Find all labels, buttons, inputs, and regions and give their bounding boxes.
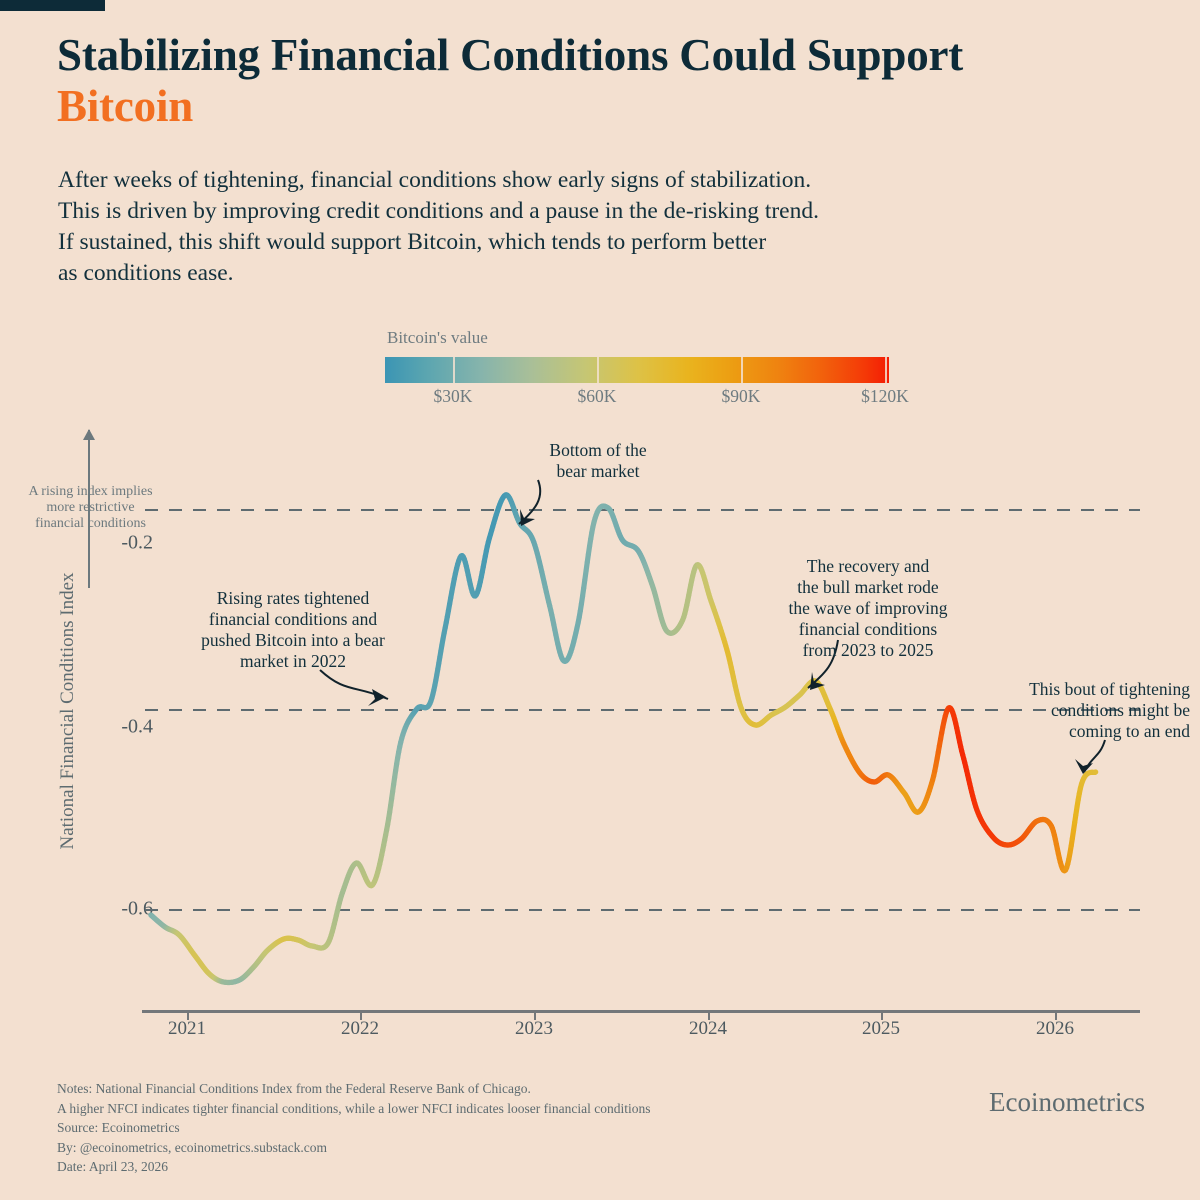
bitcoin-value-colorbar (385, 357, 889, 383)
x-tick-label-2026: 2026 (1036, 1018, 1074, 1039)
colorbar-tick-1 (453, 357, 455, 383)
x-tickmark-2026 (1055, 1012, 1057, 1020)
brand-wordmark: Ecoinometrics (989, 1087, 1145, 1117)
x-tickmark-2024 (708, 1012, 710, 1020)
annotation-recovery: The recovery and the bull market rode th… (788, 556, 948, 660)
x-tick-label-2023: 2023 (515, 1018, 553, 1039)
page-title: Stabilizing Financial Conditions Could S… (57, 30, 1177, 132)
up-arrow-icon (83, 429, 95, 588)
y-tick-label-2: -0.6 (121, 897, 153, 920)
x-tick-label-2025: 2025 (862, 1018, 900, 1039)
footer-notes: Notes: National Financial Conditions Ind… (57, 1081, 651, 1174)
nfci-series (148, 492, 1099, 986)
annotation-arrows (319, 479, 1106, 774)
x-axis-line (142, 1010, 1140, 1013)
x-tickmark-2022 (360, 1012, 362, 1020)
x-tick-label-2021: 2021 (168, 1018, 206, 1039)
page-subtitle: After weeks of tightening, financial con… (58, 167, 819, 286)
y-tick-label-0: -0.2 (121, 531, 153, 554)
x-tickmark-2025 (881, 1012, 883, 1020)
colorbar-tick-2 (597, 357, 599, 383)
annotation-bottom-of-bear-market: Bottom of the bear market (549, 440, 647, 481)
x-tick-label-2022: 2022 (341, 1018, 379, 1039)
title-accent-word: Bitcoin (57, 81, 194, 131)
colorbar-label-60k: $60K (577, 386, 617, 406)
y-axis-direction-note: A rising index implies more restrictive … (28, 484, 153, 531)
colorbar-label-120k: $120K (861, 386, 909, 406)
colorbar-label-90k: $90K (721, 386, 761, 406)
x-tickmark-2021 (187, 1012, 189, 1020)
y-tick-label-1: -0.4 (121, 715, 153, 738)
colorbar-tick-3 (741, 357, 743, 383)
annotation-end-of-tightening: This bout of tightening conditions might… (1029, 679, 1190, 741)
colorbar-label-30k: $30K (433, 386, 473, 406)
x-tick-label-2024: 2024 (689, 1018, 727, 1039)
title-line-1: Stabilizing Financial Conditions Could S… (57, 30, 964, 80)
x-tickmark-2023 (534, 1012, 536, 1020)
annotation-bear-market: Rising rates tightened financial conditi… (201, 588, 385, 671)
accent-bar (0, 0, 105, 11)
colorbar-tick-4 (885, 357, 887, 383)
legend-title: Bitcoin's value (387, 328, 488, 347)
